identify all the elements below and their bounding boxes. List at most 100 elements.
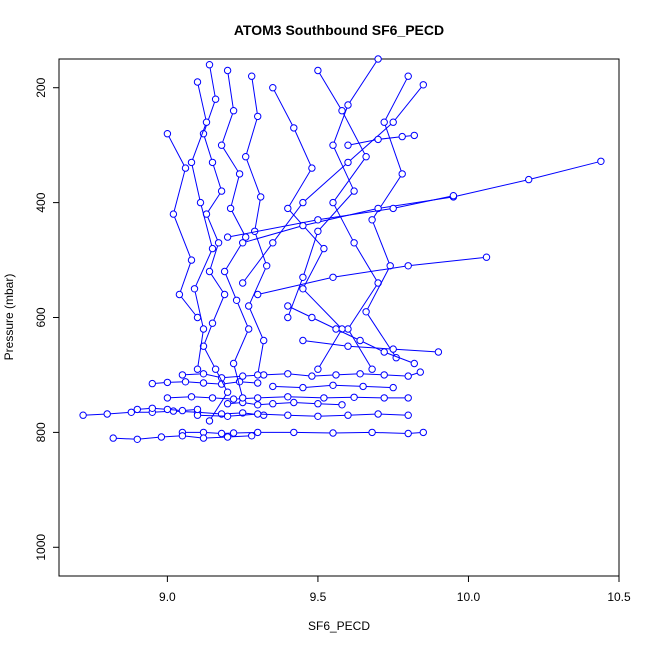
data-point (208, 244, 217, 253)
data-point (229, 429, 238, 437)
data-point (208, 394, 217, 402)
data-point (269, 382, 277, 391)
data-point (344, 158, 352, 167)
data-point (199, 325, 208, 333)
data-point (350, 393, 358, 401)
data-point (196, 198, 205, 207)
data-point (254, 379, 262, 387)
data-point (199, 379, 208, 387)
data-point (374, 55, 382, 63)
data-point (248, 72, 256, 80)
data-point (290, 124, 298, 132)
data-point (263, 262, 271, 270)
data-point (169, 407, 178, 415)
data-point (269, 400, 277, 408)
data-point (248, 432, 256, 440)
data-point (217, 141, 226, 149)
x-axis: 9.0 9.5 10.0 10.5 (159, 576, 631, 604)
data-point (254, 394, 262, 402)
plot-frame (58, 58, 620, 577)
data-point (368, 428, 376, 437)
data-point (226, 204, 235, 213)
data-point (482, 253, 491, 261)
data-point (416, 368, 424, 376)
x-tick-label: 10.5 (607, 590, 631, 604)
data-point (178, 371, 187, 379)
data-point (217, 187, 226, 195)
data-point (187, 256, 196, 264)
data-point (290, 428, 298, 437)
data-point (404, 372, 412, 380)
y-tick-label: 200 (34, 77, 48, 97)
data-point (368, 365, 376, 373)
data-point (254, 371, 262, 379)
data-point (193, 313, 202, 322)
data-point (245, 302, 253, 310)
data-point (525, 175, 533, 184)
data-point (148, 404, 157, 412)
series-line-3 (167, 396, 409, 400)
data-point (229, 107, 238, 115)
series-line-7 (202, 64, 229, 422)
y-tick-label: 800 (34, 422, 48, 442)
data-point (163, 405, 172, 414)
data-point (217, 429, 226, 438)
data-point (269, 239, 277, 247)
data-point (79, 411, 87, 419)
data-point (356, 336, 364, 345)
y-tick-label: 600 (34, 307, 48, 327)
data-point (404, 411, 412, 419)
data-point (299, 198, 307, 207)
data-point (329, 198, 337, 207)
data-point (178, 406, 187, 415)
data-point (220, 290, 229, 299)
data-point (314, 216, 322, 224)
data-point (389, 345, 397, 353)
data-point (389, 118, 397, 126)
series-line-16 (242, 160, 602, 244)
data-point (163, 378, 172, 387)
data-point (374, 135, 382, 144)
data-point (290, 398, 298, 407)
data-point (208, 319, 217, 327)
data-point (350, 239, 358, 247)
data-point (362, 153, 370, 161)
data-point (284, 393, 292, 401)
data-point (169, 210, 178, 218)
data-point (359, 382, 367, 391)
series-line-23 (197, 413, 409, 417)
data-point (332, 325, 340, 333)
data-point (329, 273, 337, 281)
data-point (254, 112, 262, 121)
data-point (211, 365, 220, 373)
data-point (404, 262, 412, 270)
data-point (338, 107, 346, 115)
y-tick-label: 1000 (34, 534, 48, 561)
data-point (284, 313, 292, 322)
data-point (380, 118, 388, 126)
data-point (223, 233, 232, 241)
data-point (410, 359, 418, 368)
data-point (419, 81, 427, 89)
data-point (338, 401, 346, 409)
series-line-11 (242, 84, 424, 284)
data-point (308, 313, 316, 322)
data-point (404, 394, 412, 402)
data-point (404, 72, 412, 80)
data-point (257, 193, 265, 201)
data-point (157, 433, 166, 441)
data-point (148, 379, 157, 388)
data-point (314, 66, 322, 75)
series-line-14 (272, 87, 343, 370)
chart-title: ATOM3 Southbound SF6_PECD (234, 22, 444, 38)
data-point (362, 308, 370, 316)
data-point (597, 157, 605, 166)
data-point (163, 394, 172, 402)
series-line-0 (182, 431, 424, 435)
data-point (320, 244, 328, 253)
data-point (434, 348, 443, 356)
data-layer (79, 55, 605, 443)
data-point (199, 342, 208, 350)
data-point (389, 204, 397, 213)
